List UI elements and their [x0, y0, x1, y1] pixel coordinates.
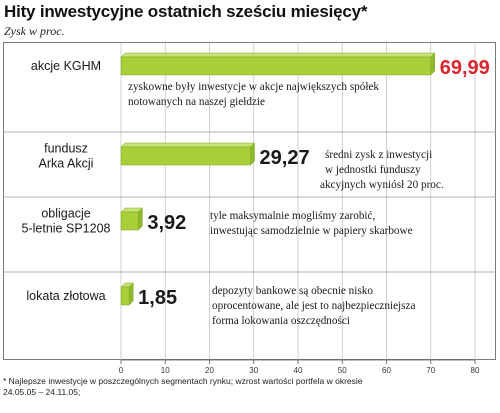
- annotation-text: tyle maksymalnie mogliśmy zarobić,: [210, 210, 375, 222]
- x-tick-label: 50: [338, 366, 347, 375]
- x-tick-label: 60: [382, 366, 391, 375]
- annotation-text: notowanych na naszej giełdzie: [128, 96, 265, 108]
- x-tick-label: 40: [294, 366, 303, 375]
- value-label: 3,92: [147, 212, 186, 234]
- value-label: 29,27: [260, 147, 310, 169]
- x-tick-label: 70: [426, 366, 435, 375]
- footnote-line-2: 24.05.05 – 24.11.05;: [3, 387, 81, 397]
- value-label: 1,85: [138, 287, 177, 309]
- bar: [120, 211, 139, 231]
- category-label: fundusz: [44, 142, 88, 156]
- bar: [120, 146, 251, 166]
- category-label: obligacje: [41, 207, 90, 221]
- chart-frame: [3, 42, 496, 360]
- annotation-text: średni zysk z inwestycji: [325, 149, 432, 161]
- bar-top-face: [120, 142, 256, 148]
- bar-side-face: [250, 142, 255, 166]
- annotation-text: w jednostki funduszy: [325, 164, 421, 176]
- category-label: 5-letnie SP1208: [22, 222, 111, 236]
- annotation-text: zyskowne były inwestycje w akcje najwięk…: [128, 81, 379, 93]
- footnote-line-1: * Najlepsze inwestycje w poszczególnych …: [3, 376, 363, 386]
- footnote: * Najlepsze inwestycje w poszczególnych …: [3, 376, 497, 398]
- chart-title: Hity inwestycyjne ostatnich sześciu mies…: [4, 2, 368, 21]
- x-tick-label: 30: [249, 366, 258, 375]
- bar-side-face: [138, 207, 143, 231]
- annotation-text: depozyty bankowe są obecnie nisko: [212, 285, 373, 297]
- bar-side-face: [430, 52, 435, 76]
- annotation-text: akcyjnych wyniósł 20 proc.: [320, 179, 444, 191]
- bar: [120, 56, 431, 76]
- annotation-text: forma lokowania oszczędności: [212, 315, 350, 327]
- bar: [120, 286, 130, 306]
- x-tick-label: 20: [205, 366, 214, 375]
- x-tick-label: 10: [161, 366, 170, 375]
- chart-subtitle: Zysk w proc.: [4, 24, 65, 38]
- bar-side-face: [128, 282, 134, 306]
- category-label: lokata złotowa: [26, 289, 105, 303]
- bar-top-face: [120, 52, 436, 58]
- value-label: 69,99: [440, 57, 490, 79]
- annotation-text: inwestując samodzielnie w papiery skarbo…: [210, 225, 413, 237]
- bar-chart: 0 10 20 30 40 50 60 70 80 akcje KGHM 69,99 zyskowne…: [3, 43, 496, 375]
- x-tick-label: 80: [471, 366, 480, 375]
- category-label: Arka Akcji: [39, 157, 94, 171]
- category-label: akcje KGHM: [31, 59, 101, 73]
- x-tick-label: 0: [119, 366, 124, 375]
- annotation-text: oprocentowane, ale jest to najbezpieczni…: [212, 300, 415, 312]
